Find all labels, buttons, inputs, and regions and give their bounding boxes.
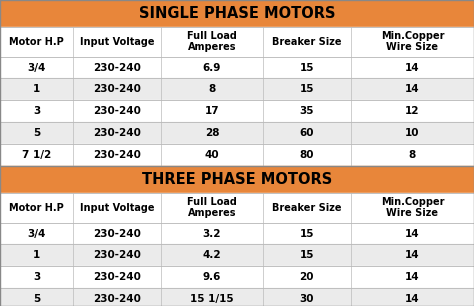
Bar: [0, 0, 474, 27]
Bar: [0, 78, 474, 100]
Text: 40: 40: [205, 150, 219, 160]
Text: 230-240: 230-240: [93, 128, 142, 138]
Bar: [0, 222, 474, 244]
Bar: [0, 78, 474, 100]
Text: 15 1/15: 15 1/15: [190, 294, 234, 304]
Text: 3: 3: [33, 106, 40, 116]
Text: 60: 60: [300, 128, 314, 138]
Bar: [0, 166, 474, 193]
Bar: [0, 0, 474, 27]
Text: 4.2: 4.2: [202, 250, 221, 260]
Bar: [0, 166, 474, 193]
Text: SINGLE PHASE MOTORS: SINGLE PHASE MOTORS: [139, 6, 335, 21]
Bar: [0, 57, 474, 78]
Text: Min.Copper
Wire Size: Min.Copper Wire Size: [381, 31, 444, 52]
Bar: [0, 100, 474, 122]
Text: Input Voltage: Input Voltage: [80, 37, 155, 47]
Text: 1: 1: [33, 250, 40, 260]
Bar: [0, 244, 474, 266]
Text: 14: 14: [405, 250, 419, 260]
Text: 230-240: 230-240: [93, 250, 142, 260]
Text: 1: 1: [33, 84, 40, 95]
Text: 3: 3: [33, 272, 40, 282]
Text: Input Voltage: Input Voltage: [80, 203, 155, 213]
Bar: [0, 288, 474, 306]
Text: 14: 14: [405, 62, 419, 73]
Bar: [0, 144, 474, 166]
Text: 7 1/2: 7 1/2: [22, 150, 51, 160]
Text: 3.2: 3.2: [202, 229, 221, 239]
Text: 3/4: 3/4: [27, 62, 46, 73]
Text: Min.Copper
Wire Size: Min.Copper Wire Size: [381, 197, 444, 218]
Text: 3/4: 3/4: [27, 229, 46, 239]
Bar: [0, 57, 474, 78]
Text: 5: 5: [33, 294, 40, 304]
Bar: [0, 193, 474, 222]
Text: 230-240: 230-240: [93, 294, 142, 304]
Text: Full Load
Amperes: Full Load Amperes: [187, 31, 237, 52]
Text: 20: 20: [300, 272, 314, 282]
Text: 230-240: 230-240: [93, 106, 142, 116]
Bar: [0, 222, 474, 244]
Text: 230-240: 230-240: [93, 62, 142, 73]
Bar: [0, 122, 474, 144]
Text: 17: 17: [205, 106, 219, 116]
Text: Breaker Size: Breaker Size: [272, 203, 341, 213]
Text: THREE PHASE MOTORS: THREE PHASE MOTORS: [142, 172, 332, 187]
Text: Full Load
Amperes: Full Load Amperes: [187, 197, 237, 218]
Bar: [0, 27, 474, 57]
Bar: [0, 193, 474, 222]
Text: 28: 28: [205, 128, 219, 138]
Text: 15: 15: [300, 229, 314, 239]
Text: 14: 14: [405, 229, 419, 239]
Text: 6.9: 6.9: [203, 62, 221, 73]
Text: 12: 12: [405, 106, 419, 116]
Text: 230-240: 230-240: [93, 229, 142, 239]
Text: 15: 15: [300, 250, 314, 260]
Text: 14: 14: [405, 84, 419, 95]
Text: 14: 14: [405, 272, 419, 282]
Text: 9.6: 9.6: [203, 272, 221, 282]
Text: 8: 8: [409, 150, 416, 160]
Text: 230-240: 230-240: [93, 84, 142, 95]
Bar: [0, 144, 474, 166]
Bar: [0, 266, 474, 288]
Text: 230-240: 230-240: [93, 272, 142, 282]
Bar: [0, 100, 474, 122]
Bar: [0, 122, 474, 144]
Bar: [0, 288, 474, 306]
Text: 5: 5: [33, 128, 40, 138]
Text: 10: 10: [405, 128, 419, 138]
Bar: [0, 244, 474, 266]
Text: 80: 80: [300, 150, 314, 160]
Text: 15: 15: [300, 62, 314, 73]
Text: 15: 15: [300, 84, 314, 95]
Text: Motor H.P: Motor H.P: [9, 203, 64, 213]
Text: 14: 14: [405, 294, 419, 304]
Bar: [0, 27, 474, 57]
Text: 230-240: 230-240: [93, 150, 142, 160]
Text: 8: 8: [208, 84, 216, 95]
Bar: [0, 266, 474, 288]
Text: Motor H.P: Motor H.P: [9, 37, 64, 47]
Text: Breaker Size: Breaker Size: [272, 37, 341, 47]
Text: 35: 35: [300, 106, 314, 116]
Text: 30: 30: [300, 294, 314, 304]
